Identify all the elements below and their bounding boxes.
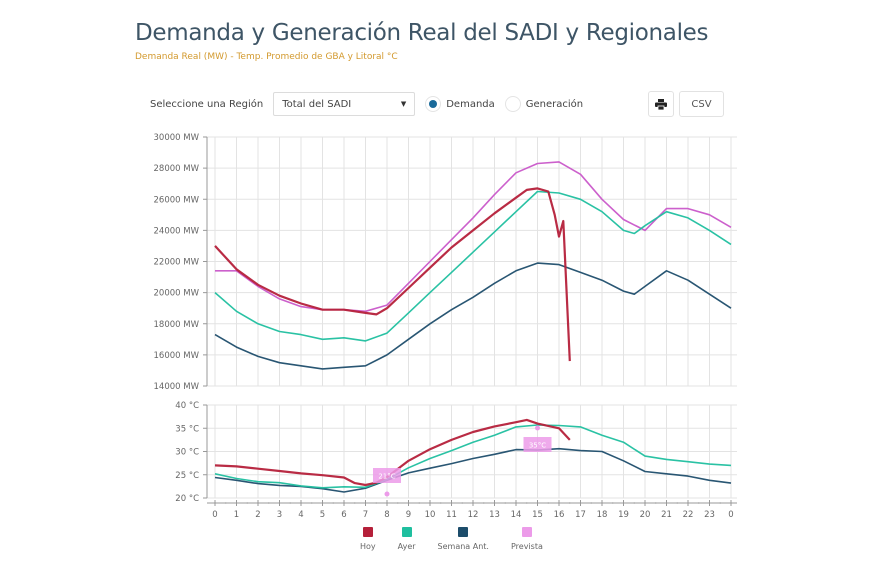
x-tick-label: 6 bbox=[341, 510, 346, 520]
x-tick-label: 11 bbox=[446, 510, 457, 520]
temp-ytick-label: 20 °C bbox=[175, 494, 199, 504]
legend-item-ayer[interactable]: Ayer bbox=[398, 527, 416, 551]
legend-swatch-ayer bbox=[401, 527, 412, 537]
demand-ytick-label: 22000 MW bbox=[154, 258, 200, 268]
temp-ytick-label: 35 °C bbox=[175, 424, 199, 434]
radio-unselected-icon[interactable] bbox=[504, 96, 521, 112]
x-tick-label: 1 bbox=[234, 510, 239, 520]
demand-line-prevista bbox=[215, 161, 732, 313]
legend-swatch-semana bbox=[458, 527, 469, 537]
legend-item-hoy[interactable]: Hoy bbox=[360, 527, 376, 551]
demand-ytick-label: 16000 MW bbox=[154, 351, 200, 361]
legend-label: Ayer bbox=[397, 542, 416, 551]
radio-generacion-label: Generación bbox=[525, 98, 584, 110]
legend-label: Prevista bbox=[510, 542, 543, 551]
legend-swatch-hoy bbox=[362, 527, 373, 537]
print-button[interactable] bbox=[648, 91, 674, 117]
x-tick-label: 0 bbox=[728, 510, 733, 520]
demand-line-semana bbox=[214, 262, 732, 370]
temp-series bbox=[214, 418, 732, 493]
radio-generacion[interactable]: Generación bbox=[504, 96, 584, 112]
forecast-min-label: 21°C bbox=[378, 473, 395, 481]
forecast-min-box bbox=[373, 468, 401, 483]
x-tick-label: 0 bbox=[212, 510, 217, 520]
temp-line-semana bbox=[214, 447, 732, 493]
temp-y-axis: 20 °C 25 °C 30 °C 35 °C 40 °C bbox=[175, 401, 208, 504]
legend-item-semana[interactable]: Semana Ant. bbox=[438, 527, 489, 551]
forecast-max-label: 35°C bbox=[529, 442, 546, 450]
x-tick-label: 18 bbox=[597, 510, 608, 520]
page-title: Demanda y Generación Real del SADI y Reg… bbox=[135, 20, 709, 46]
demand-line-hoy bbox=[214, 187, 571, 362]
x-tick-label: 17 bbox=[575, 510, 586, 520]
chart-toolbar: Seleccione una Región Total del SADI ▼ D… bbox=[150, 91, 583, 117]
temp-ytick-label: 30 °C bbox=[175, 448, 199, 458]
x-tick-label: 5 bbox=[320, 510, 325, 520]
x-tick-label: 7 bbox=[363, 510, 368, 520]
radio-demanda[interactable]: Demanda bbox=[425, 96, 495, 112]
temp-chart-grid bbox=[207, 404, 737, 499]
chart-legend: Hoy Ayer Semana Ant. Prevista bbox=[360, 527, 565, 551]
demand-ytick-label: 20000 MW bbox=[154, 289, 200, 299]
caret-down-icon: ▼ bbox=[400, 100, 407, 108]
demand-ytick-label: 26000 MW bbox=[154, 195, 200, 205]
legend-label: Semana Ant. bbox=[437, 542, 489, 551]
forecast-max-box bbox=[523, 437, 552, 452]
demand-chart-grid bbox=[207, 136, 737, 387]
x-tick-label: 21 bbox=[661, 510, 672, 520]
x-tick-label: 15 bbox=[532, 510, 543, 520]
x-tick-label: 22 bbox=[683, 510, 694, 520]
x-tick-label: 3 bbox=[277, 510, 282, 520]
region-select[interactable]: Total del SADI ▼ bbox=[273, 92, 416, 116]
forecast-annotations: 21°C 35°C bbox=[373, 425, 552, 497]
region-label: Seleccione una Región bbox=[150, 98, 264, 110]
temp-line-ayer bbox=[214, 424, 732, 489]
demand-ytick-label: 24000 MW bbox=[154, 226, 200, 236]
csv-export-button[interactable]: CSV bbox=[679, 91, 724, 117]
radio-selected-icon[interactable] bbox=[425, 96, 442, 112]
demand-line-ayer bbox=[214, 190, 732, 342]
forecast-max-marker bbox=[535, 425, 540, 431]
x-tick-label: 14 bbox=[511, 510, 522, 520]
x-tick-label: 4 bbox=[298, 510, 303, 520]
x-axis: 0 1 2 3 4 5 6 7 8 9 10 11 12 13 14 15 16 17 18 19 20 21 22 23 0 bbox=[207, 500, 737, 520]
page-subtitle: Demanda Real (MW) - Temp. Promedio de GB… bbox=[135, 52, 398, 62]
demand-ytick-label: 28000 MW bbox=[154, 164, 200, 174]
x-tick-label: 8 bbox=[384, 510, 389, 520]
x-tick-label: 12 bbox=[468, 510, 479, 520]
demand-ytick-label: 18000 MW bbox=[154, 320, 200, 330]
temp-line-hoy bbox=[214, 418, 571, 487]
temp-ytick-label: 25 °C bbox=[175, 471, 199, 481]
printer-icon bbox=[655, 98, 667, 110]
legend-label: Hoy bbox=[360, 542, 376, 551]
region-select-value: Total del SADI bbox=[282, 98, 352, 110]
demand-ytick-label: 14000 MW bbox=[154, 382, 200, 392]
x-tick-label: 16 bbox=[554, 510, 565, 520]
x-tick-label: 20 bbox=[640, 510, 651, 520]
legend-item-prevista[interactable]: Prevista bbox=[511, 527, 543, 551]
radio-demanda-label: Demanda bbox=[446, 98, 495, 110]
forecast-min-marker bbox=[384, 491, 390, 497]
x-tick-label: 19 bbox=[618, 510, 629, 520]
x-tick-label: 23 bbox=[704, 510, 715, 520]
x-tick-label: 13 bbox=[489, 510, 500, 520]
legend-swatch-prevista bbox=[521, 527, 532, 537]
x-tick-label: 10 bbox=[425, 510, 436, 520]
demand-y-axis: 14000 MW 16000 MW 18000 MW 20000 MW 22000 MW… bbox=[154, 133, 208, 392]
temp-ytick-label: 40 °C bbox=[175, 401, 199, 411]
x-tick-label: 9 bbox=[406, 510, 411, 520]
x-tick-label: 2 bbox=[255, 510, 260, 520]
demand-series bbox=[214, 161, 732, 370]
demand-ytick-label: 30000 MW bbox=[154, 133, 200, 143]
